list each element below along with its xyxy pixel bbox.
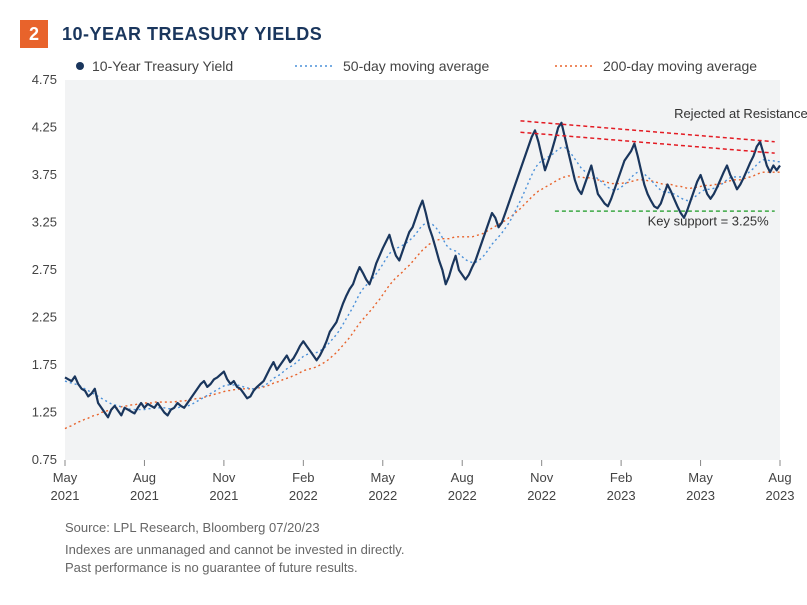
footer-note-2: Past performance is no guarantee of futu… — [65, 560, 358, 575]
x-tick-label-month: Nov — [212, 470, 236, 485]
legend-marker-yield — [76, 62, 84, 70]
x-tick-label-month: May — [688, 470, 713, 485]
x-tick-label-year: 2022 — [527, 488, 556, 503]
legend-label-ma200: 200-day moving average — [603, 58, 757, 74]
legend-label-ma50: 50-day moving average — [343, 58, 490, 74]
y-tick-label: 3.75 — [32, 167, 57, 182]
x-tick-label-month: Feb — [610, 470, 632, 485]
y-tick-label: 1.75 — [32, 357, 57, 372]
y-tick-label: 1.25 — [32, 405, 57, 420]
x-tick-label-month: Aug — [133, 470, 156, 485]
x-tick-label-year: 2023 — [686, 488, 715, 503]
footer-note-1: Indexes are unmanaged and cannot be inve… — [65, 542, 404, 557]
footer-source: Source: LPL Research, Bloomberg 07/20/23 — [65, 520, 320, 535]
chart-svg: 2 10-YEAR TREASURY YIELDS 10-Year Treasury… — [0, 0, 807, 605]
plot-area — [65, 80, 780, 460]
legend-label-yield: 10-Year Treasury Yield — [92, 58, 233, 74]
chart-container: 2 10-YEAR TREASURY YIELDS 10-Year Treasury… — [0, 0, 807, 605]
x-tick-label-year: 2023 — [766, 488, 795, 503]
y-tick-label: 3.25 — [32, 215, 57, 230]
x-tick-label-year: 2021 — [130, 488, 159, 503]
x-tick-label-month: Nov — [530, 470, 554, 485]
y-tick-label: 2.25 — [32, 310, 57, 325]
x-tick-label-year: 2022 — [448, 488, 477, 503]
y-tick-label: 4.75 — [32, 72, 57, 87]
x-tick-label-month: Aug — [768, 470, 791, 485]
y-tick-label: 4.25 — [32, 120, 57, 135]
resistance-label: Rejected at Resistance — [674, 106, 807, 121]
x-tick-label-year: 2021 — [209, 488, 238, 503]
chart-title: 10-YEAR TREASURY YIELDS — [62, 24, 322, 44]
x-tick-label-year: 2022 — [368, 488, 397, 503]
x-tick-label-month: Feb — [292, 470, 314, 485]
x-tick-label-month: May — [53, 470, 78, 485]
y-tick-label: 0.75 — [32, 452, 57, 467]
x-tick-label-month: May — [370, 470, 395, 485]
x-tick-label-year: 2022 — [289, 488, 318, 503]
x-tick-label-year: 2021 — [51, 488, 80, 503]
x-tick-label-month: Aug — [451, 470, 474, 485]
support-label: Key support = 3.25% — [648, 213, 769, 228]
title-badge-number: 2 — [29, 24, 39, 44]
x-tick-label-year: 2023 — [607, 488, 636, 503]
y-tick-label: 2.75 — [32, 262, 57, 277]
